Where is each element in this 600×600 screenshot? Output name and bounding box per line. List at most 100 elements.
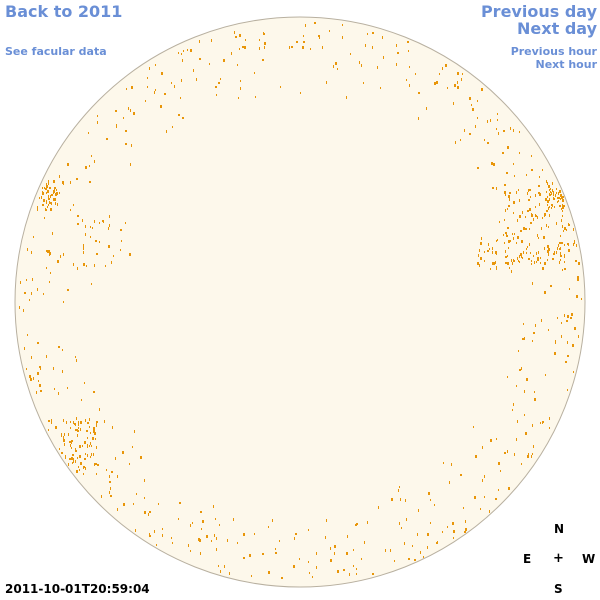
facula-point xyxy=(503,130,505,132)
back-to-year-link[interactable]: Back to 2011 xyxy=(5,2,123,21)
facula-point xyxy=(54,388,55,390)
facula-point xyxy=(535,206,536,208)
facula-point xyxy=(259,47,260,50)
facula-point xyxy=(544,262,546,265)
facula-point xyxy=(496,438,497,440)
facula-point xyxy=(149,535,151,537)
facula-point xyxy=(96,473,97,475)
next-hour-link[interactable]: Next hour xyxy=(535,58,598,71)
facula-point xyxy=(511,259,512,262)
facula-point xyxy=(426,107,427,110)
facula-point xyxy=(53,198,55,201)
facula-point xyxy=(543,236,545,239)
facula-point xyxy=(130,109,131,112)
facula-point xyxy=(568,244,569,246)
facula-point xyxy=(71,457,73,459)
facula-point xyxy=(539,193,541,196)
facula-point xyxy=(243,533,245,536)
facula-point xyxy=(544,215,545,217)
facula-point xyxy=(220,78,221,80)
facula-point xyxy=(121,240,122,242)
facula-point xyxy=(192,522,193,524)
facula-point xyxy=(129,253,131,256)
facula-point xyxy=(508,247,509,249)
facula-point xyxy=(463,507,464,509)
facula-point xyxy=(145,100,146,102)
facula-point xyxy=(70,209,71,211)
facula-point xyxy=(309,572,310,574)
next-day-link[interactable]: Next day xyxy=(517,19,597,38)
facula-point xyxy=(296,41,298,43)
facula-point xyxy=(558,192,559,195)
facula-point xyxy=(20,281,21,284)
facula-point xyxy=(77,457,78,459)
facula-point xyxy=(135,529,136,532)
facula-point xyxy=(254,72,255,74)
facula-point xyxy=(406,79,407,81)
facula-point xyxy=(487,120,488,123)
facula-point xyxy=(569,224,570,226)
facula-point xyxy=(129,463,130,465)
facula-point xyxy=(113,255,114,257)
facula-point xyxy=(82,445,83,447)
facula-point xyxy=(508,240,510,243)
facula-point xyxy=(418,92,420,94)
facula-point xyxy=(123,503,125,506)
previous-hour-link[interactable]: Previous hour xyxy=(510,45,597,58)
facula-point xyxy=(499,221,500,223)
facula-point xyxy=(507,376,508,378)
facula-point xyxy=(532,282,533,285)
facula-point xyxy=(95,463,97,465)
facula-point xyxy=(531,260,532,262)
facula-point xyxy=(330,559,332,562)
facula-point xyxy=(55,193,57,196)
facula-point xyxy=(227,539,228,542)
facula-point xyxy=(83,473,84,475)
facula-point xyxy=(536,252,537,254)
facula-point xyxy=(497,113,498,115)
facula-point xyxy=(428,492,430,495)
facula-point xyxy=(561,322,562,324)
facula-point xyxy=(492,251,493,254)
facula-point xyxy=(73,460,74,463)
facula-point xyxy=(535,324,536,327)
facula-point xyxy=(65,456,66,459)
facula-point xyxy=(555,194,556,197)
facula-point xyxy=(519,261,520,263)
facula-point xyxy=(560,235,561,237)
facula-point xyxy=(262,59,264,61)
facula-point xyxy=(537,216,538,219)
see-facular-data-link[interactable]: See facular data xyxy=(5,45,107,58)
facula-point xyxy=(562,225,563,228)
facula-point xyxy=(154,530,155,533)
facula-point xyxy=(576,295,578,298)
facula-point xyxy=(521,463,522,465)
facula-point xyxy=(484,139,485,141)
facula-point xyxy=(549,198,550,201)
facula-point xyxy=(48,183,49,185)
facula-point xyxy=(70,181,71,184)
facula-point xyxy=(162,534,163,537)
facula-point xyxy=(75,356,76,358)
facula-point xyxy=(350,53,351,55)
facula-point xyxy=(19,306,20,309)
facula-point xyxy=(26,368,27,370)
facula-point xyxy=(46,192,47,194)
facula-point xyxy=(553,253,555,255)
facula-point xyxy=(530,252,531,254)
facula-point xyxy=(356,568,357,570)
facula-point xyxy=(511,270,512,273)
previous-day-link[interactable]: Previous day xyxy=(480,2,597,21)
facula-point xyxy=(51,419,52,422)
facula-point xyxy=(546,224,547,227)
facula-point xyxy=(31,292,32,295)
facula-point xyxy=(557,317,558,319)
facula-point xyxy=(268,571,270,574)
facula-point xyxy=(76,178,78,180)
facula-point xyxy=(562,204,563,206)
facula-point xyxy=(91,445,92,447)
facula-point xyxy=(534,398,536,401)
facula-point xyxy=(555,342,556,344)
facula-point xyxy=(568,223,569,226)
facula-point xyxy=(187,49,188,51)
